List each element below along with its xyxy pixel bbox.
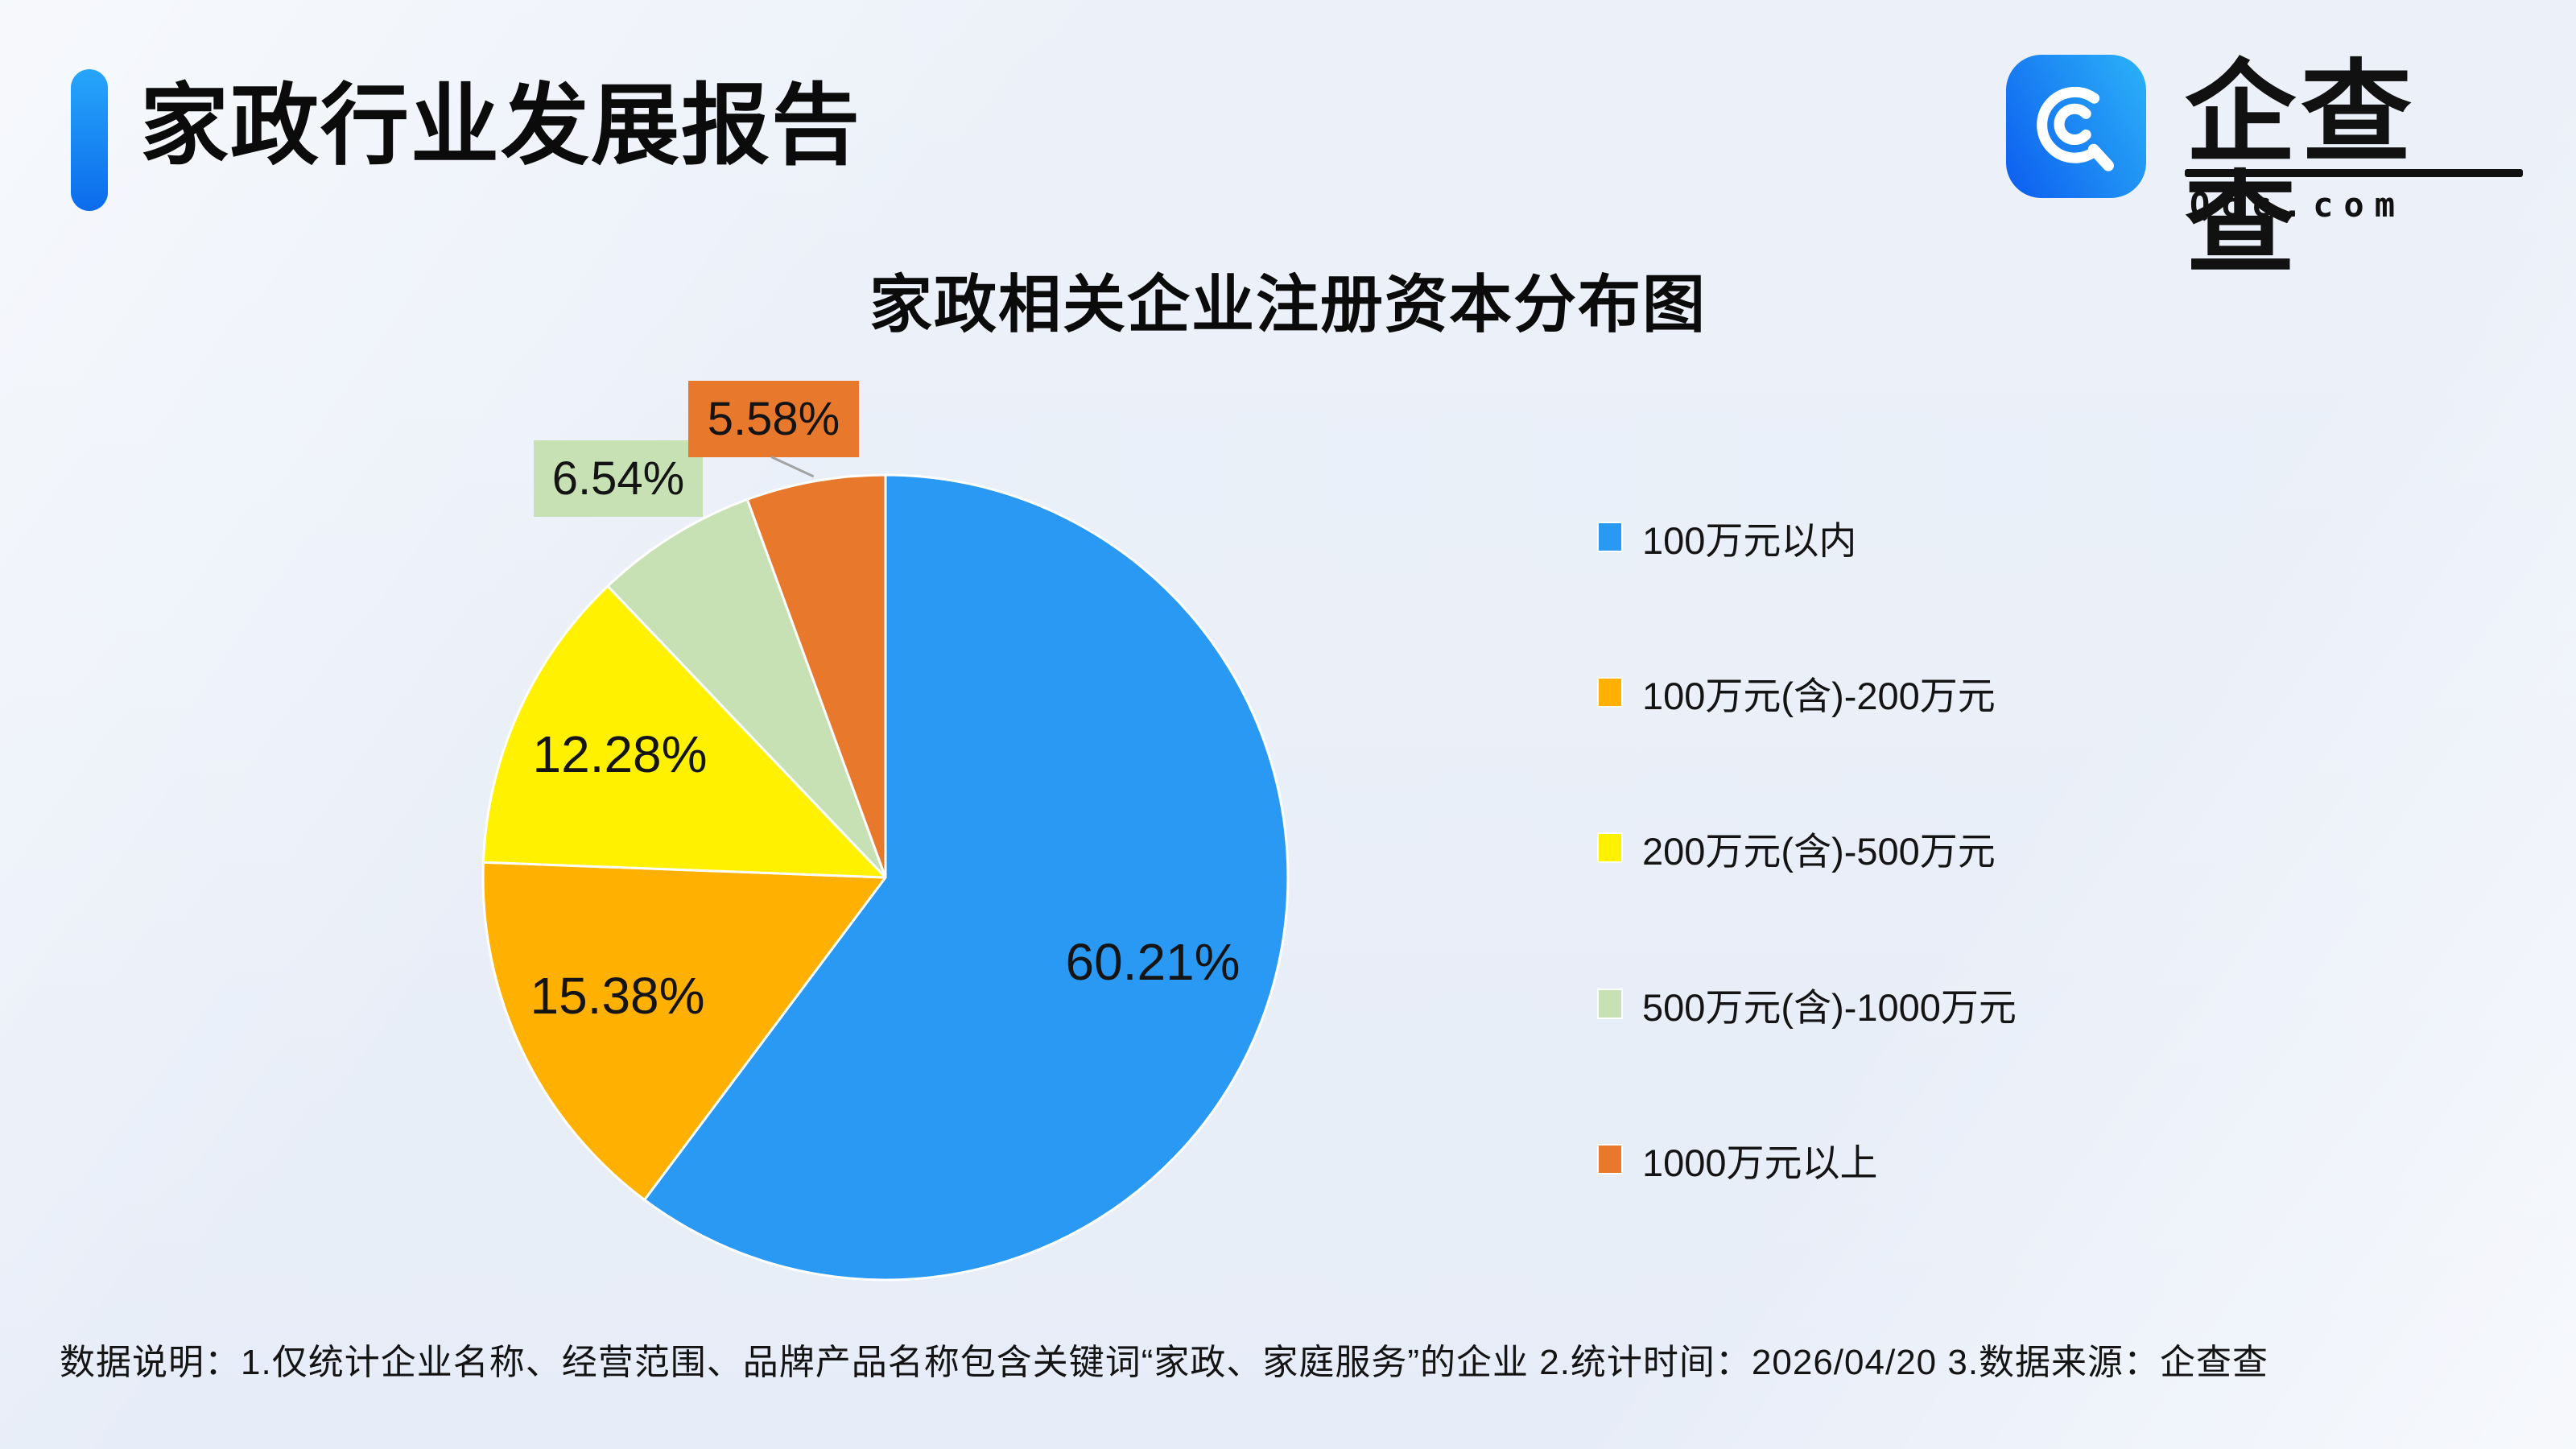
legend-item-100wan-below: 100万元以内 <box>1599 513 1856 562</box>
chart-title: 家政相关企业注册资本分布图 <box>869 269 1707 340</box>
legend-item-1000wan-above: 1000万元以上 <box>1599 1135 1878 1184</box>
legend-swatch-blue <box>1599 523 1621 551</box>
pie-slice-3 <box>606 497 887 879</box>
legend-swatch-amber <box>1599 679 1621 706</box>
pie-chart <box>477 469 1294 1286</box>
logo-brand-text: 企查查 <box>2185 52 2417 287</box>
legend-label: 500万元(含)-1000万元 <box>1642 985 2017 1029</box>
report-title: 家政行业发展报告 <box>140 76 861 175</box>
pie-callout-1000wan-above: 5.58% <box>688 381 859 457</box>
pie-slice-4 <box>745 473 887 879</box>
pie-slice-1 <box>481 861 887 1201</box>
logo-domain-text: Qcc.com <box>2190 185 2406 225</box>
logo-underline <box>2185 169 2523 177</box>
legend-label: 200万元(含)-500万元 <box>1642 829 1996 873</box>
legend-label: 1000万元以上 <box>1642 1141 1878 1184</box>
legend-item-100-200wan: 100万元(含)-200万元 <box>1599 668 1996 717</box>
qcc-logo: 企查查 Qcc.com <box>2006 52 2523 280</box>
legend-swatch-green <box>1599 990 1621 1018</box>
legend-item-200-500wan: 200万元(含)-500万元 <box>1599 824 1996 873</box>
pie-label-200-500wan: 12.28% <box>532 725 708 783</box>
qcc-magnifier-icon <box>2006 55 2146 198</box>
pie-callout-500-1000wan: 6.54% <box>534 440 703 517</box>
legend-label: 100万元(含)-200万元 <box>1642 674 1996 717</box>
legend-item-500-1000wan: 500万元(含)-1000万元 <box>1599 980 2017 1029</box>
pie-label-100wan-below: 60.21% <box>1065 933 1241 991</box>
title-accent-bar <box>71 69 108 211</box>
legend-swatch-orange <box>1599 1146 1621 1173</box>
pie-label-100-200wan: 15.38% <box>530 967 705 1025</box>
legend-swatch-yellow <box>1599 834 1621 861</box>
pie-svg <box>481 473 1290 1282</box>
data-notes: 数据说明：1.仅统计企业名称、经营范围、品牌产品名称包含关键词“家政、家庭服务”… <box>60 1343 2269 1382</box>
legend-label: 100万元以内 <box>1642 518 1857 562</box>
pie-slice-0 <box>643 473 1290 1282</box>
pie-slice-2 <box>481 584 887 879</box>
